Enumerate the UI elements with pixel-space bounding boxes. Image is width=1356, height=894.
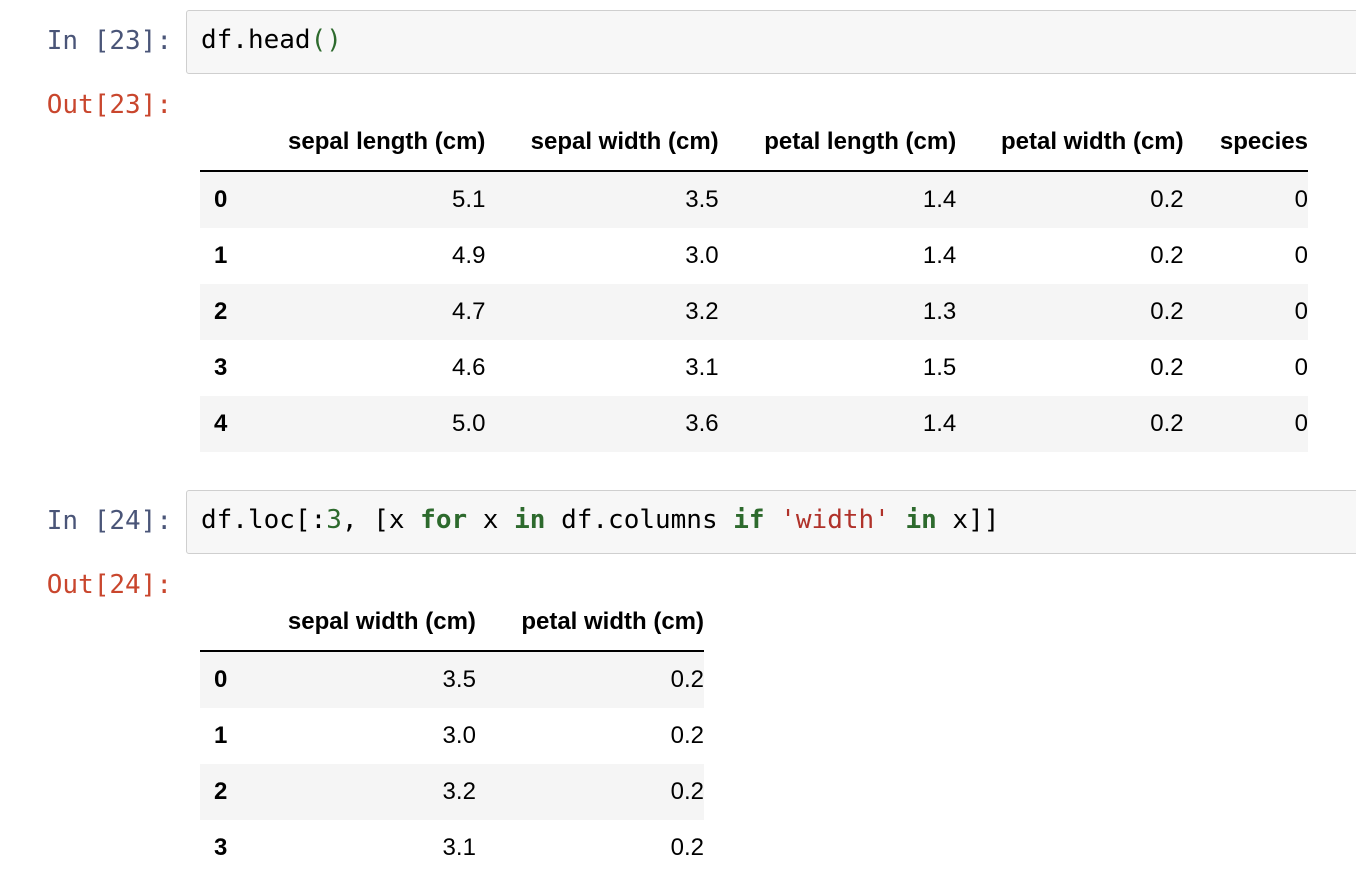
table-cell: 0 <box>1294 242 1308 269</box>
table-cell: 5.1 <box>452 186 486 213</box>
table-cell: 3.5 <box>685 186 719 213</box>
table-cell: 3.5 <box>442 666 476 693</box>
table-cell: 0 <box>1294 298 1308 325</box>
table-cell: 3.2 <box>442 778 476 805</box>
table-cell: 3.0 <box>442 722 476 749</box>
code-token: () <box>310 25 342 55</box>
table-cell: 3.1 <box>442 834 476 861</box>
table-cell: 5.0 <box>452 410 486 437</box>
code-text[interactable]: df.loc[:3, [x for x in df.columns if 'wi… <box>201 505 999 535</box>
column-header: petal width (cm) <box>956 116 1184 172</box>
row-index: 1 <box>214 242 228 269</box>
table-cell: 0.2 <box>1150 410 1184 437</box>
row-index: 0 <box>214 186 228 213</box>
code-input-cell-24[interactable]: df.loc[:3, [x for x in df.columns if 'wi… <box>186 490 1356 554</box>
table-row: 3 3.1 0.2 <box>200 820 704 876</box>
table-row: 0 5.1 3.5 1.4 0.2 0 <box>200 171 1308 228</box>
table-cell: 0.2 <box>1150 186 1184 213</box>
code-token: for <box>420 505 468 535</box>
table-cell: 0.2 <box>670 666 704 693</box>
column-header: sepal width (cm) <box>485 116 719 172</box>
row-index: 2 <box>214 298 228 325</box>
table-row: 2 3.2 0.2 <box>200 764 704 820</box>
table-row: 4 5.0 3.6 1.4 0.2 0 <box>200 396 1308 452</box>
out-prompt-24: Out[24]: <box>46 570 172 600</box>
column-header: species <box>1183 116 1308 172</box>
code-token: if <box>733 505 765 535</box>
table-cell: 4.9 <box>452 242 486 269</box>
column-header: sepal length (cm) <box>242 116 486 172</box>
row-index: 1 <box>214 722 228 749</box>
code-token: df.loc[: <box>201 505 327 535</box>
table-row: 3 4.6 3.1 1.5 0.2 0 <box>200 340 1308 396</box>
table-cell: 0.2 <box>670 722 704 749</box>
table-cell: 1.4 <box>922 242 957 269</box>
table-cell: 0.2 <box>1150 242 1184 269</box>
table-cell: 3.0 <box>685 242 719 269</box>
code-token: 3 <box>326 505 342 535</box>
code-token: x <box>467 505 515 535</box>
table-cell: 3.6 <box>685 410 719 437</box>
in-prompt-24: In [24]: <box>46 506 172 536</box>
dataframe-output-24: sepal width (cm) petal width (cm) 0 3.5 0.2 1… <box>200 596 704 876</box>
table-row: 1 4.9 3.0 1.4 0.2 0 <box>200 228 1308 284</box>
table-cell: 1.3 <box>922 298 957 325</box>
code-token <box>765 505 781 535</box>
table-cell: 3.1 <box>685 354 719 381</box>
index-header <box>200 116 242 172</box>
table-cell: 0.2 <box>1150 354 1184 381</box>
table-row: 2 4.7 3.2 1.3 0.2 0 <box>200 284 1308 340</box>
out-prompt-23: Out[23]: <box>46 90 172 120</box>
code-token: df.columns <box>545 505 734 535</box>
code-token: df.head <box>201 25 311 55</box>
table-row: 1 3.0 0.2 <box>200 708 704 764</box>
table-row: 0 3.5 0.2 <box>200 651 704 708</box>
table-cell: 0 <box>1294 410 1308 437</box>
table-cell: 1.4 <box>922 410 957 437</box>
code-input-cell-23[interactable]: df.head() <box>186 10 1356 74</box>
row-index: 3 <box>214 354 228 381</box>
code-token: in <box>514 505 546 535</box>
table-cell: 0 <box>1294 186 1308 213</box>
dataframe-output-23: sepal length (cm) sepal width (cm) petal l… <box>200 116 1308 452</box>
index-header <box>200 596 242 652</box>
code-token: in <box>905 505 937 535</box>
row-index: 4 <box>214 410 228 437</box>
table-cell: 3.2 <box>685 298 719 325</box>
table-cell: 4.6 <box>452 354 486 381</box>
code-token: 'width' <box>780 505 890 535</box>
table-cell: 1.5 <box>922 354 957 381</box>
column-header: petal width (cm) <box>475 596 704 652</box>
table-cell: 4.7 <box>452 298 486 325</box>
row-index: 0 <box>214 666 228 693</box>
code-token <box>890 505 906 535</box>
column-header: sepal width (cm) <box>242 596 476 652</box>
row-index: 3 <box>214 834 228 861</box>
table-cell: 0.2 <box>1150 298 1184 325</box>
table-cell: 0.2 <box>670 834 704 861</box>
in-prompt-23: In [23]: <box>46 26 172 56</box>
table-cell: 0.2 <box>670 778 704 805</box>
table-cell: 0 <box>1294 354 1308 381</box>
table-cell: 1.4 <box>922 186 957 213</box>
code-token: , [x <box>341 505 421 535</box>
code-token: x]] <box>936 505 1000 535</box>
code-text[interactable]: df.head() <box>201 25 342 55</box>
column-header: petal length (cm) <box>718 116 957 172</box>
row-index: 2 <box>214 778 228 805</box>
